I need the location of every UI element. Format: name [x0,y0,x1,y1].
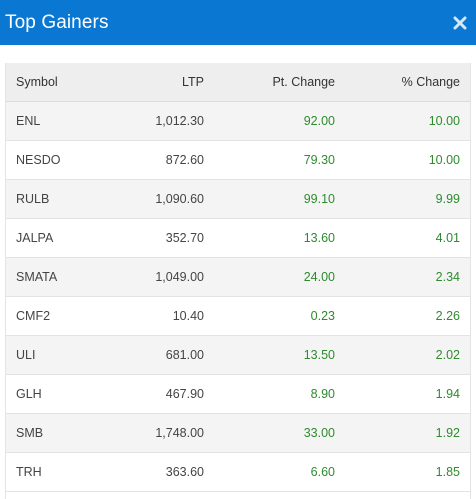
cell-pt-change: 24.00 [303,269,335,284]
cell-ltp: 1,090.60 [155,191,204,206]
modal-header: Top Gainers [0,0,476,45]
cell-symbol[interactable]: CMF2 [16,308,51,323]
cell-pct-change: 2.02 [435,347,460,362]
cell-ltp: 681.00 [165,347,204,362]
table-row[interactable]: TRH 363.60 6.60 1.85 [6,452,470,491]
cell-pt-change: 13.50 [303,347,335,362]
table-row[interactable]: GLH 467.90 8.90 1.94 [6,374,470,413]
gainers-table: Symbol LTP Pt. Change % Change ENL 1,012… [6,63,470,492]
cell-pct-change: 2.26 [435,308,460,323]
cell-ltp: 467.90 [165,386,204,401]
cell-pt-change: 13.60 [303,230,335,245]
cell-pct-change: 2.34 [435,269,460,284]
table-row[interactable]: SMB 1,748.00 33.00 1.92 [6,413,470,452]
column-header-pct-change[interactable]: % Change [339,63,470,102]
cell-symbol[interactable]: NESDO [16,152,61,167]
cell-pt-change: 8.90 [310,386,335,401]
table-row[interactable]: NESDO 872.60 79.30 10.00 [6,140,470,179]
cell-pt-change: 99.10 [303,191,335,206]
cell-ltp: 363.60 [165,464,204,479]
column-header-pt-change[interactable]: Pt. Change [212,63,339,102]
close-icon [453,16,467,29]
table-row[interactable]: ENL 1,012.30 92.00 10.00 [6,101,470,140]
cell-symbol[interactable]: SMB [16,425,44,440]
cell-pct-change: 10.00 [428,113,460,128]
cell-pt-change: 0.23 [310,308,335,323]
cell-ltp: 1,748.00 [155,425,204,440]
cell-pct-change: 1.92 [435,425,460,440]
table-row[interactable]: ULI 681.00 13.50 2.02 [6,335,470,374]
cell-symbol[interactable]: GLH [16,386,42,401]
cell-symbol[interactable]: SMATA [16,269,58,284]
cell-ltp: 10.40 [172,308,204,323]
table-row[interactable]: SMATA 1,049.00 24.00 2.34 [6,257,470,296]
cell-symbol[interactable]: JALPA [16,230,54,245]
cell-symbol[interactable]: ULI [16,347,36,362]
cell-symbol[interactable]: ENL [16,113,41,128]
cell-pct-change: 4.01 [435,230,460,245]
table-row[interactable]: RULB 1,090.60 99.10 9.99 [6,179,470,218]
cell-pct-change: 1.94 [435,386,460,401]
cell-pct-change: 10.00 [428,152,460,167]
column-header-symbol[interactable]: Symbol [6,63,106,102]
cell-symbol[interactable]: RULB [16,191,50,206]
gainers-table-container[interactable]: Symbol LTP Pt. Change % Change ENL 1,012… [5,63,471,499]
cell-ltp: 1,049.00 [155,269,204,284]
column-header-ltp[interactable]: LTP [106,63,212,102]
cell-ltp: 872.60 [165,152,204,167]
table-row[interactable]: CMF2 10.40 0.23 2.26 [6,296,470,335]
cell-pt-change: 79.30 [303,152,335,167]
modal-title: Top Gainers [5,11,109,33]
cell-pt-change: 33.00 [303,425,335,440]
cell-symbol[interactable]: TRH [16,464,42,479]
cell-pt-change: 92.00 [303,113,335,128]
table-row[interactable]: JALPA 352.70 13.60 4.01 [6,218,470,257]
cell-ltp: 1,012.30 [155,113,204,128]
cell-ltp: 352.70 [165,230,204,245]
cell-pct-change: 1.85 [435,464,460,479]
table-header-row: Symbol LTP Pt. Change % Change [6,63,470,102]
cell-pct-change: 9.99 [435,191,460,206]
cell-pt-change: 6.60 [310,464,335,479]
close-button[interactable] [450,13,470,33]
